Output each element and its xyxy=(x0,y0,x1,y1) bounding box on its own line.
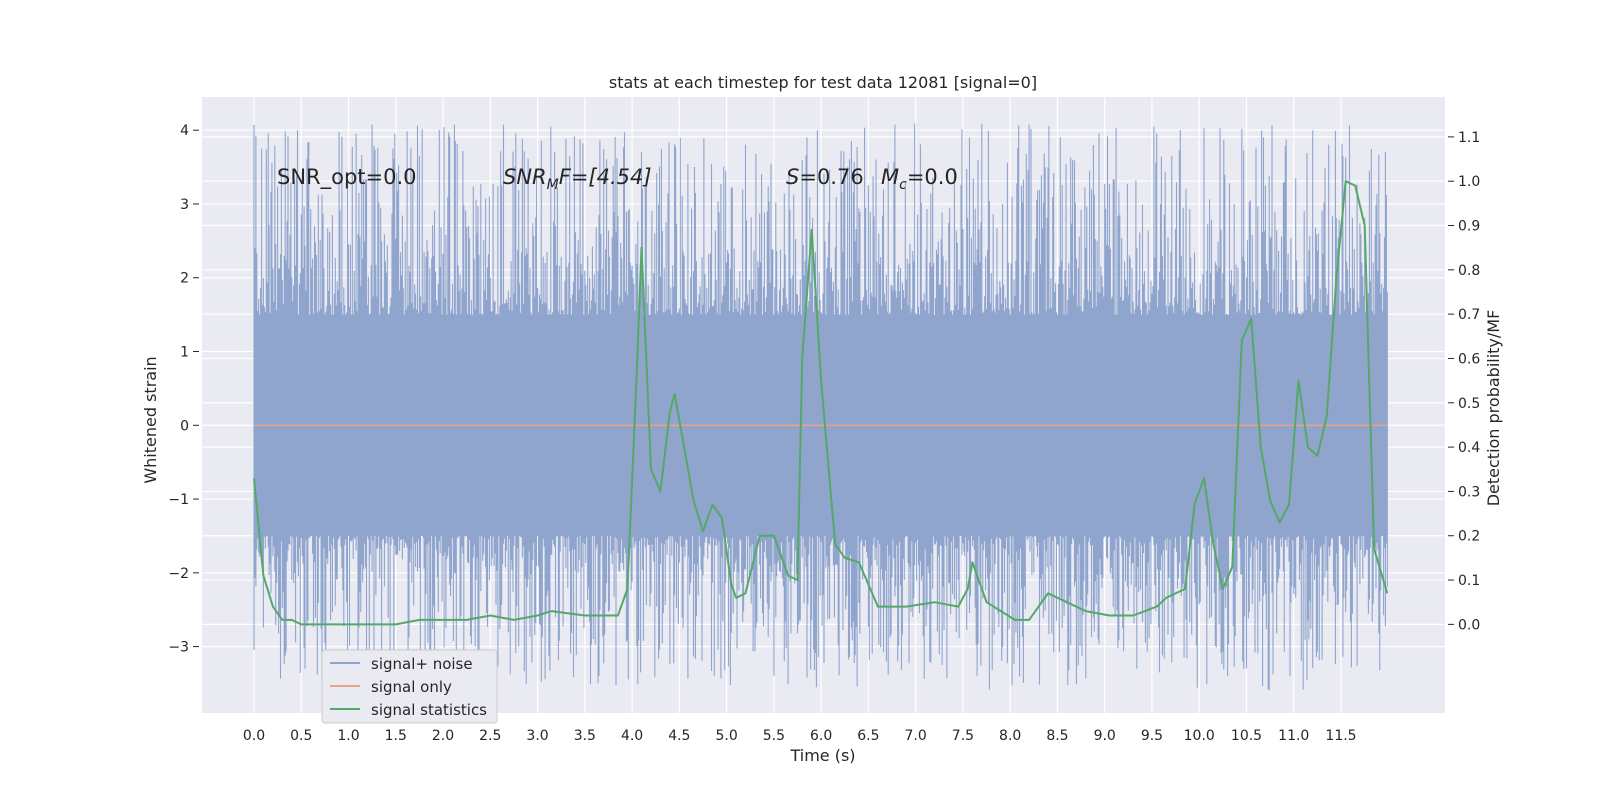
x-tick-label: 11.5 xyxy=(1325,728,1356,744)
x-tick-label: 5.0 xyxy=(715,728,737,744)
x-tick-label: 0.5 xyxy=(290,728,312,744)
x-tick-label: 9.5 xyxy=(1141,728,1163,744)
signal-statistics-series xyxy=(253,180,1389,626)
right-y-tick-label: 0.6 xyxy=(1458,351,1480,367)
left-y-tick-label: 2 xyxy=(180,271,189,287)
annotation-snr-opt: SNR_opt=0.0 xyxy=(277,165,417,190)
annotation-snr-mf: SNRMF=[4.54] xyxy=(503,165,652,193)
x-tick-label: 0.0 xyxy=(243,728,265,744)
left-y-tick-label: 0 xyxy=(180,418,189,434)
x-tick-label: 2.0 xyxy=(432,728,454,744)
left-y-tick-label: −1 xyxy=(168,492,189,508)
right-y-axis-label: Detection probability/MF xyxy=(1484,310,1503,507)
right-y-tick-label: 0.5 xyxy=(1458,396,1480,412)
left-y-tick-label: 3 xyxy=(180,197,189,213)
x-tick-label: 8.0 xyxy=(999,728,1021,744)
x-axis-ticks: 0.0 0.5 1.0 1.5 2.0 2.5 3.0 3.5 4.0 4.5 5.0 5.5 6.0 6… xyxy=(243,728,1357,744)
x-tick-label: 10.5 xyxy=(1231,728,1262,744)
x-tick-label: 1.0 xyxy=(337,728,359,744)
left-y-tick-label: 4 xyxy=(180,123,189,139)
right-y-tick-label: 0.0 xyxy=(1458,617,1480,633)
x-tick-label: 3.5 xyxy=(574,728,596,744)
x-tick-label: 2.5 xyxy=(479,728,501,744)
mc-value: =0.0 xyxy=(907,165,958,189)
x-tick-label: 3.0 xyxy=(526,728,548,744)
right-y-tick-label: 1.1 xyxy=(1458,130,1480,146)
x-tick-label: 6.0 xyxy=(810,728,832,744)
mc-subscript: c xyxy=(899,177,907,193)
right-y-tick-label: 0.3 xyxy=(1458,484,1480,500)
annotation-s: S=0.76 xyxy=(786,165,864,189)
right-y-tick-label: 0.9 xyxy=(1458,219,1480,235)
chart-title: stats at each timestep for test data 120… xyxy=(609,73,1037,92)
snr-mf-name: SNR xyxy=(503,165,547,189)
x-tick-label: 4.0 xyxy=(621,728,643,744)
left-y-axis-ticks: −3 −2 −1 0 1 2 3 4 xyxy=(168,123,199,656)
legend-label-noise: signal+ noise xyxy=(371,655,473,673)
snr-mf-rest: F=[4.54] xyxy=(559,165,652,189)
x-tick-label: 1.5 xyxy=(385,728,407,744)
right-y-tick-label: 0.8 xyxy=(1458,263,1480,279)
x-tick-label: 7.5 xyxy=(952,728,974,744)
legend-label-signal-only: signal only xyxy=(371,678,452,696)
right-y-tick-label: 0.2 xyxy=(1458,529,1480,545)
x-tick-label: 6.5 xyxy=(857,728,879,744)
x-tick-label: 10.0 xyxy=(1184,728,1215,744)
x-tick-label: 9.0 xyxy=(1094,728,1116,744)
legend: signal+ noise signal only signal statist… xyxy=(321,649,498,724)
right-y-tick-label: 0.1 xyxy=(1458,573,1480,589)
legend-box xyxy=(321,649,498,724)
right-y-tick-label: 0.4 xyxy=(1458,440,1480,456)
left-y-axis-label: Whitened strain xyxy=(141,356,160,483)
x-tick-label: 11.0 xyxy=(1278,728,1309,744)
left-y-tick-label: −3 xyxy=(168,640,189,656)
right-y-tick-label: 1.0 xyxy=(1458,174,1480,190)
s-value: =0.76 xyxy=(799,165,863,189)
right-y-tick-label: 0.7 xyxy=(1458,307,1480,323)
right-y-axis-ticks: 0.0 0.1 0.2 0.3 0.4 0.5 0.6 0.7 0.8 0.9 1.0 1.1 xyxy=(1448,130,1480,633)
left-y-tick-label: −2 xyxy=(168,566,189,582)
legend-label-statistics: signal statistics xyxy=(371,701,487,719)
x-tick-label: 8.5 xyxy=(1046,728,1068,744)
x-axis-label: Time (s) xyxy=(789,746,855,765)
snr-mf-subscript: M xyxy=(547,177,559,193)
x-tick-label: 4.5 xyxy=(668,728,690,744)
annotation-mc: Mc=0.0 xyxy=(881,165,958,193)
left-y-tick-label: 1 xyxy=(180,345,189,361)
s-name: S xyxy=(786,165,799,189)
x-tick-label: 7.0 xyxy=(905,728,927,744)
x-tick-label: 5.5 xyxy=(763,728,785,744)
mc-name: M xyxy=(881,165,899,189)
